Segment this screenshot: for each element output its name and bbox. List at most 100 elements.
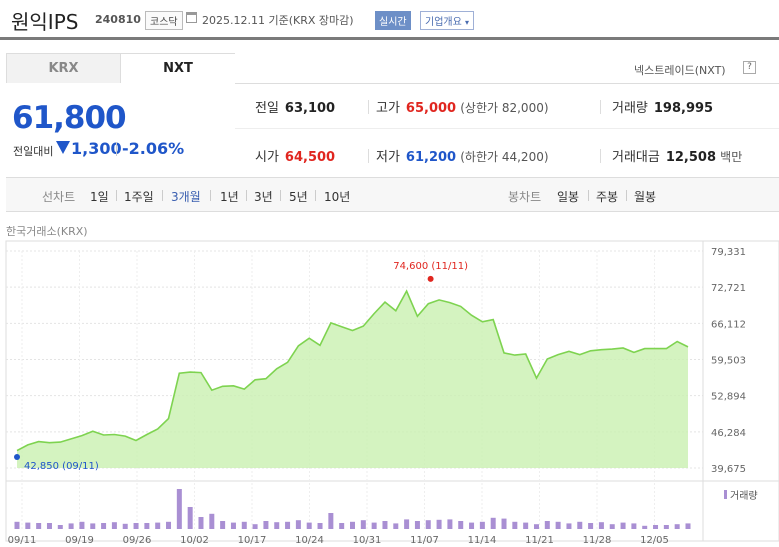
divider <box>116 142 117 156</box>
stat-amount-unit: 백만 <box>720 150 743 164</box>
volume-bar <box>588 523 594 529</box>
volume-bar <box>469 522 475 529</box>
divider <box>368 100 369 114</box>
y-tick-label: 72,721 <box>711 283 746 294</box>
stat-volume-value: 198,995 <box>653 101 714 116</box>
volume-bar <box>490 517 496 529</box>
x-tick-label: 11/21 <box>525 535 554 546</box>
price-chart[interactable]: 79,331 72,721 66,112 59,503 52,894 46,284 39,6… <box>0 240 779 547</box>
price-chart-svg: 79,331 72,721 66,112 59,503 52,894 46,284 39,6… <box>5 240 779 546</box>
period-1w[interactable]: 1주일 <box>124 190 154 204</box>
x-tick-label: 09/26 <box>123 535 152 546</box>
volume-bar <box>631 523 637 529</box>
data-source: 한국거래소(KRX) <box>6 225 88 238</box>
change-label: 전일대비 <box>13 145 54 158</box>
company-info-label: 기업개요 <box>425 17 462 28</box>
volume-legend-label: 거래량 <box>730 490 758 502</box>
x-tick-label: 12/05 <box>640 535 669 546</box>
candle-weekly[interactable]: 주봉 <box>596 190 619 204</box>
min-marker <box>14 454 20 460</box>
price-line <box>16 289 689 452</box>
row-divider <box>235 128 779 129</box>
volume-bar <box>198 517 204 529</box>
volume-bar <box>101 523 107 529</box>
period-1y[interactable]: 1년 <box>220 190 239 204</box>
price-area <box>17 291 688 468</box>
volume-bar <box>328 513 334 529</box>
volume-bar <box>144 523 150 529</box>
period-3y[interactable]: 3년 <box>254 190 273 204</box>
line-chart-label: 선차트 <box>42 190 76 204</box>
volume-bar <box>133 523 139 529</box>
volume-bar <box>317 523 323 529</box>
period-3m[interactable]: 3개월 <box>171 190 201 204</box>
volume-bar <box>285 521 291 529</box>
volume-bar <box>57 525 63 529</box>
divider <box>315 190 316 201</box>
stock-code: 240810 <box>95 13 141 26</box>
volume-bar <box>295 520 301 529</box>
divider <box>162 190 163 201</box>
volume-bar <box>274 522 280 529</box>
volume-bar <box>36 523 42 529</box>
volume-bar <box>79 521 85 529</box>
volume-bar <box>577 521 583 529</box>
volume-bar <box>252 524 258 529</box>
volume-bar <box>68 523 74 529</box>
volume-bar <box>523 522 529 529</box>
stat-low-label: 저가 <box>376 150 400 165</box>
volume-bar <box>555 521 561 529</box>
x-tick-label: 10/31 <box>353 535 382 546</box>
x-tick-label: 09/11 <box>8 535 37 546</box>
divider <box>116 190 117 201</box>
change-value: 1,300 <box>71 139 122 158</box>
candle-chart-label: 봉차트 <box>508 190 542 204</box>
volume-bar <box>447 519 453 529</box>
divider <box>210 190 211 201</box>
period-10y[interactable]: 10년 <box>324 190 351 204</box>
stat-low-value: 61,200 <box>405 150 457 165</box>
volume-bar <box>414 521 420 529</box>
volume-bar <box>620 522 626 529</box>
stat-volume-label: 거래량 <box>612 101 648 116</box>
chart-frame <box>5 240 779 542</box>
period-5y[interactable]: 5년 <box>289 190 308 204</box>
current-price: 61,800 <box>12 100 127 136</box>
tab-krx[interactable]: KRX <box>7 54 121 83</box>
stat-amount-value: 12,508 <box>665 150 717 165</box>
chevron-down-icon: ▾ <box>465 18 470 27</box>
divider <box>280 190 281 201</box>
volume-bar <box>404 519 410 529</box>
volume-bar <box>533 524 539 529</box>
x-tick-label: 11/07 <box>410 535 439 546</box>
divider <box>600 149 601 163</box>
y-tick-label: 66,112 <box>711 319 746 330</box>
stat-open: 시가 64,500 <box>255 146 335 165</box>
period-1d[interactable]: 1일 <box>90 190 109 204</box>
question-icon[interactable]: ? <box>743 61 756 74</box>
nxt-label: 넥스트레이드(NXT) <box>634 64 726 77</box>
company-info-button[interactable]: 기업개요 ▾ <box>420 11 475 30</box>
volume-bar <box>263 521 269 529</box>
stat-low-limit: (하한가 44,200) <box>460 150 549 164</box>
volume-bar <box>220 521 226 529</box>
volume-bar <box>544 521 550 529</box>
stat-high-label: 고가 <box>376 101 400 116</box>
calendar-icon <box>186 12 197 23</box>
volume-bar <box>479 521 485 529</box>
divider <box>246 190 247 201</box>
volume-bar <box>458 521 464 529</box>
stat-low: 저가 61,200 (하한가 44,200) <box>376 146 549 165</box>
volume-bar <box>230 522 236 529</box>
candle-daily[interactable]: 일봉 <box>557 190 580 204</box>
stat-high: 고가 65,000 (상한가 82,000) <box>376 97 549 116</box>
realtime-button[interactable]: 실시간 <box>375 11 411 30</box>
tab-nxt[interactable]: NXT <box>121 54 235 83</box>
stat-prev-value: 63,100 <box>284 101 336 116</box>
base-date: 2025.12.11 기준(KRX 장마감) <box>202 14 354 27</box>
candle-monthly[interactable]: 월봉 <box>634 190 657 204</box>
volume-bar <box>663 525 669 529</box>
volume-bar <box>425 520 431 529</box>
volume-bar <box>166 521 172 529</box>
volume-bar <box>14 521 20 529</box>
